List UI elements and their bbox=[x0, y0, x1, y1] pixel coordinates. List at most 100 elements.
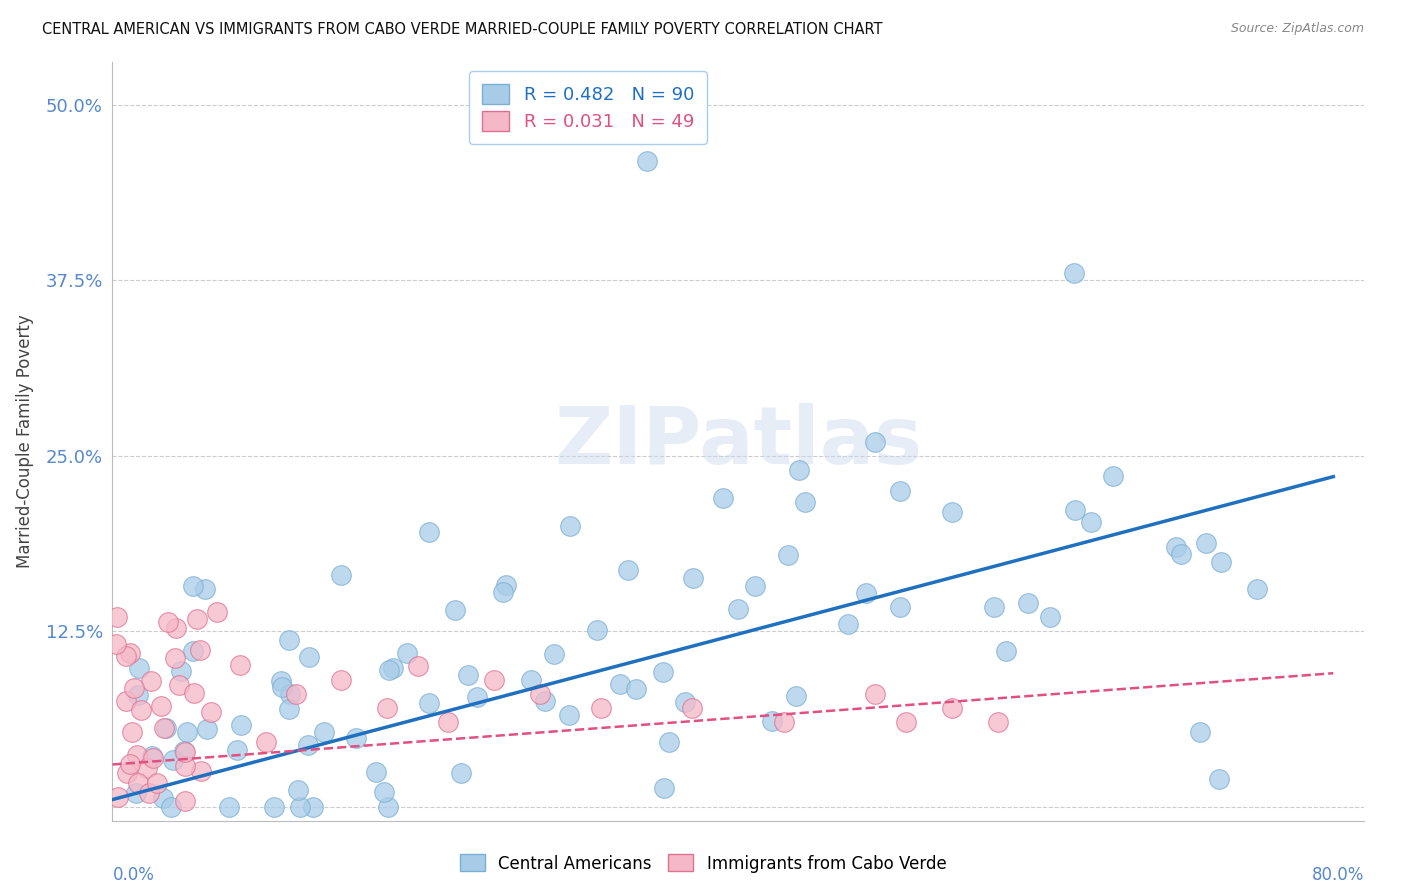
Point bbox=[865, 687, 887, 701]
Point bbox=[107, 789, 129, 804]
Text: CENTRAL AMERICAN VS IMMIGRANTS FROM CABO VERDE MARRIED-COUPLE FAMILY POVERTY COR: CENTRAL AMERICAN VS IMMIGRANTS FROM CABO… bbox=[42, 22, 883, 37]
Point bbox=[1209, 555, 1232, 569]
Point bbox=[159, 799, 181, 814]
Point bbox=[301, 799, 323, 814]
Point bbox=[165, 621, 187, 635]
Point bbox=[173, 794, 195, 808]
Point bbox=[373, 785, 395, 799]
Point bbox=[495, 577, 517, 591]
Point bbox=[284, 687, 307, 701]
Point bbox=[395, 646, 418, 660]
Point bbox=[186, 612, 208, 626]
Point bbox=[1246, 582, 1268, 596]
Point bbox=[174, 759, 197, 773]
Point bbox=[589, 701, 612, 715]
Point bbox=[375, 701, 398, 715]
Point bbox=[711, 491, 734, 505]
Point bbox=[120, 756, 142, 771]
Point bbox=[418, 696, 440, 710]
Point bbox=[138, 786, 160, 800]
Point bbox=[118, 647, 141, 661]
Point bbox=[787, 462, 810, 476]
Point bbox=[176, 725, 198, 739]
Point bbox=[855, 586, 877, 600]
Point bbox=[987, 715, 1010, 730]
Point bbox=[1039, 610, 1062, 624]
Point bbox=[263, 799, 285, 814]
Point bbox=[312, 724, 335, 739]
Point bbox=[1170, 547, 1192, 561]
Point bbox=[146, 775, 169, 789]
Point bbox=[1080, 515, 1102, 529]
Point bbox=[205, 605, 228, 619]
Point bbox=[1166, 540, 1188, 554]
Point bbox=[652, 665, 675, 679]
Point bbox=[652, 781, 675, 796]
Point bbox=[271, 680, 294, 694]
Point bbox=[894, 715, 917, 730]
Point bbox=[122, 681, 145, 695]
Point bbox=[1101, 469, 1123, 483]
Point bbox=[229, 657, 252, 672]
Point bbox=[983, 600, 1005, 615]
Point bbox=[682, 571, 704, 585]
Point bbox=[195, 722, 218, 736]
Point bbox=[287, 783, 309, 797]
Point bbox=[557, 707, 579, 722]
Point bbox=[773, 715, 796, 730]
Point bbox=[444, 603, 467, 617]
Point bbox=[378, 663, 401, 677]
Point bbox=[995, 644, 1018, 658]
Point bbox=[520, 673, 543, 688]
Point bbox=[543, 647, 565, 661]
Point bbox=[330, 568, 353, 582]
Point bbox=[1208, 772, 1230, 787]
Point bbox=[278, 633, 301, 648]
Point bbox=[1064, 502, 1087, 516]
Point bbox=[173, 745, 195, 759]
Point bbox=[533, 693, 555, 707]
Point bbox=[278, 687, 301, 701]
Point bbox=[278, 701, 301, 715]
Point bbox=[560, 518, 582, 533]
Point bbox=[136, 761, 159, 775]
Point bbox=[218, 799, 240, 814]
Point bbox=[167, 678, 190, 692]
Point bbox=[155, 721, 177, 735]
Point bbox=[330, 673, 353, 688]
Point bbox=[105, 610, 128, 624]
Point bbox=[865, 434, 887, 449]
Point bbox=[127, 688, 149, 702]
Point bbox=[270, 674, 292, 689]
Point bbox=[105, 637, 128, 651]
Point bbox=[889, 484, 911, 499]
Point bbox=[157, 615, 180, 629]
Point bbox=[450, 766, 472, 780]
Point bbox=[1195, 536, 1218, 550]
Point bbox=[1063, 266, 1085, 280]
Point bbox=[382, 661, 405, 675]
Point bbox=[163, 650, 186, 665]
Point bbox=[673, 695, 696, 709]
Point bbox=[941, 701, 963, 715]
Point bbox=[125, 786, 148, 800]
Point bbox=[229, 718, 252, 732]
Point bbox=[457, 668, 479, 682]
Point bbox=[181, 644, 204, 658]
Point bbox=[162, 754, 184, 768]
Point bbox=[141, 749, 163, 764]
Point bbox=[467, 690, 489, 705]
Point bbox=[173, 744, 195, 758]
Point bbox=[624, 682, 647, 697]
Point bbox=[727, 602, 749, 616]
Point bbox=[183, 686, 205, 700]
Point bbox=[636, 153, 658, 168]
Point bbox=[153, 721, 176, 735]
Point bbox=[837, 617, 859, 632]
Legend: Central Americans, Immigrants from Cabo Verde: Central Americans, Immigrants from Cabo … bbox=[453, 847, 953, 880]
Point bbox=[194, 582, 217, 597]
Point bbox=[585, 623, 607, 637]
Point bbox=[298, 649, 321, 664]
Point bbox=[188, 642, 211, 657]
Point bbox=[941, 505, 963, 519]
